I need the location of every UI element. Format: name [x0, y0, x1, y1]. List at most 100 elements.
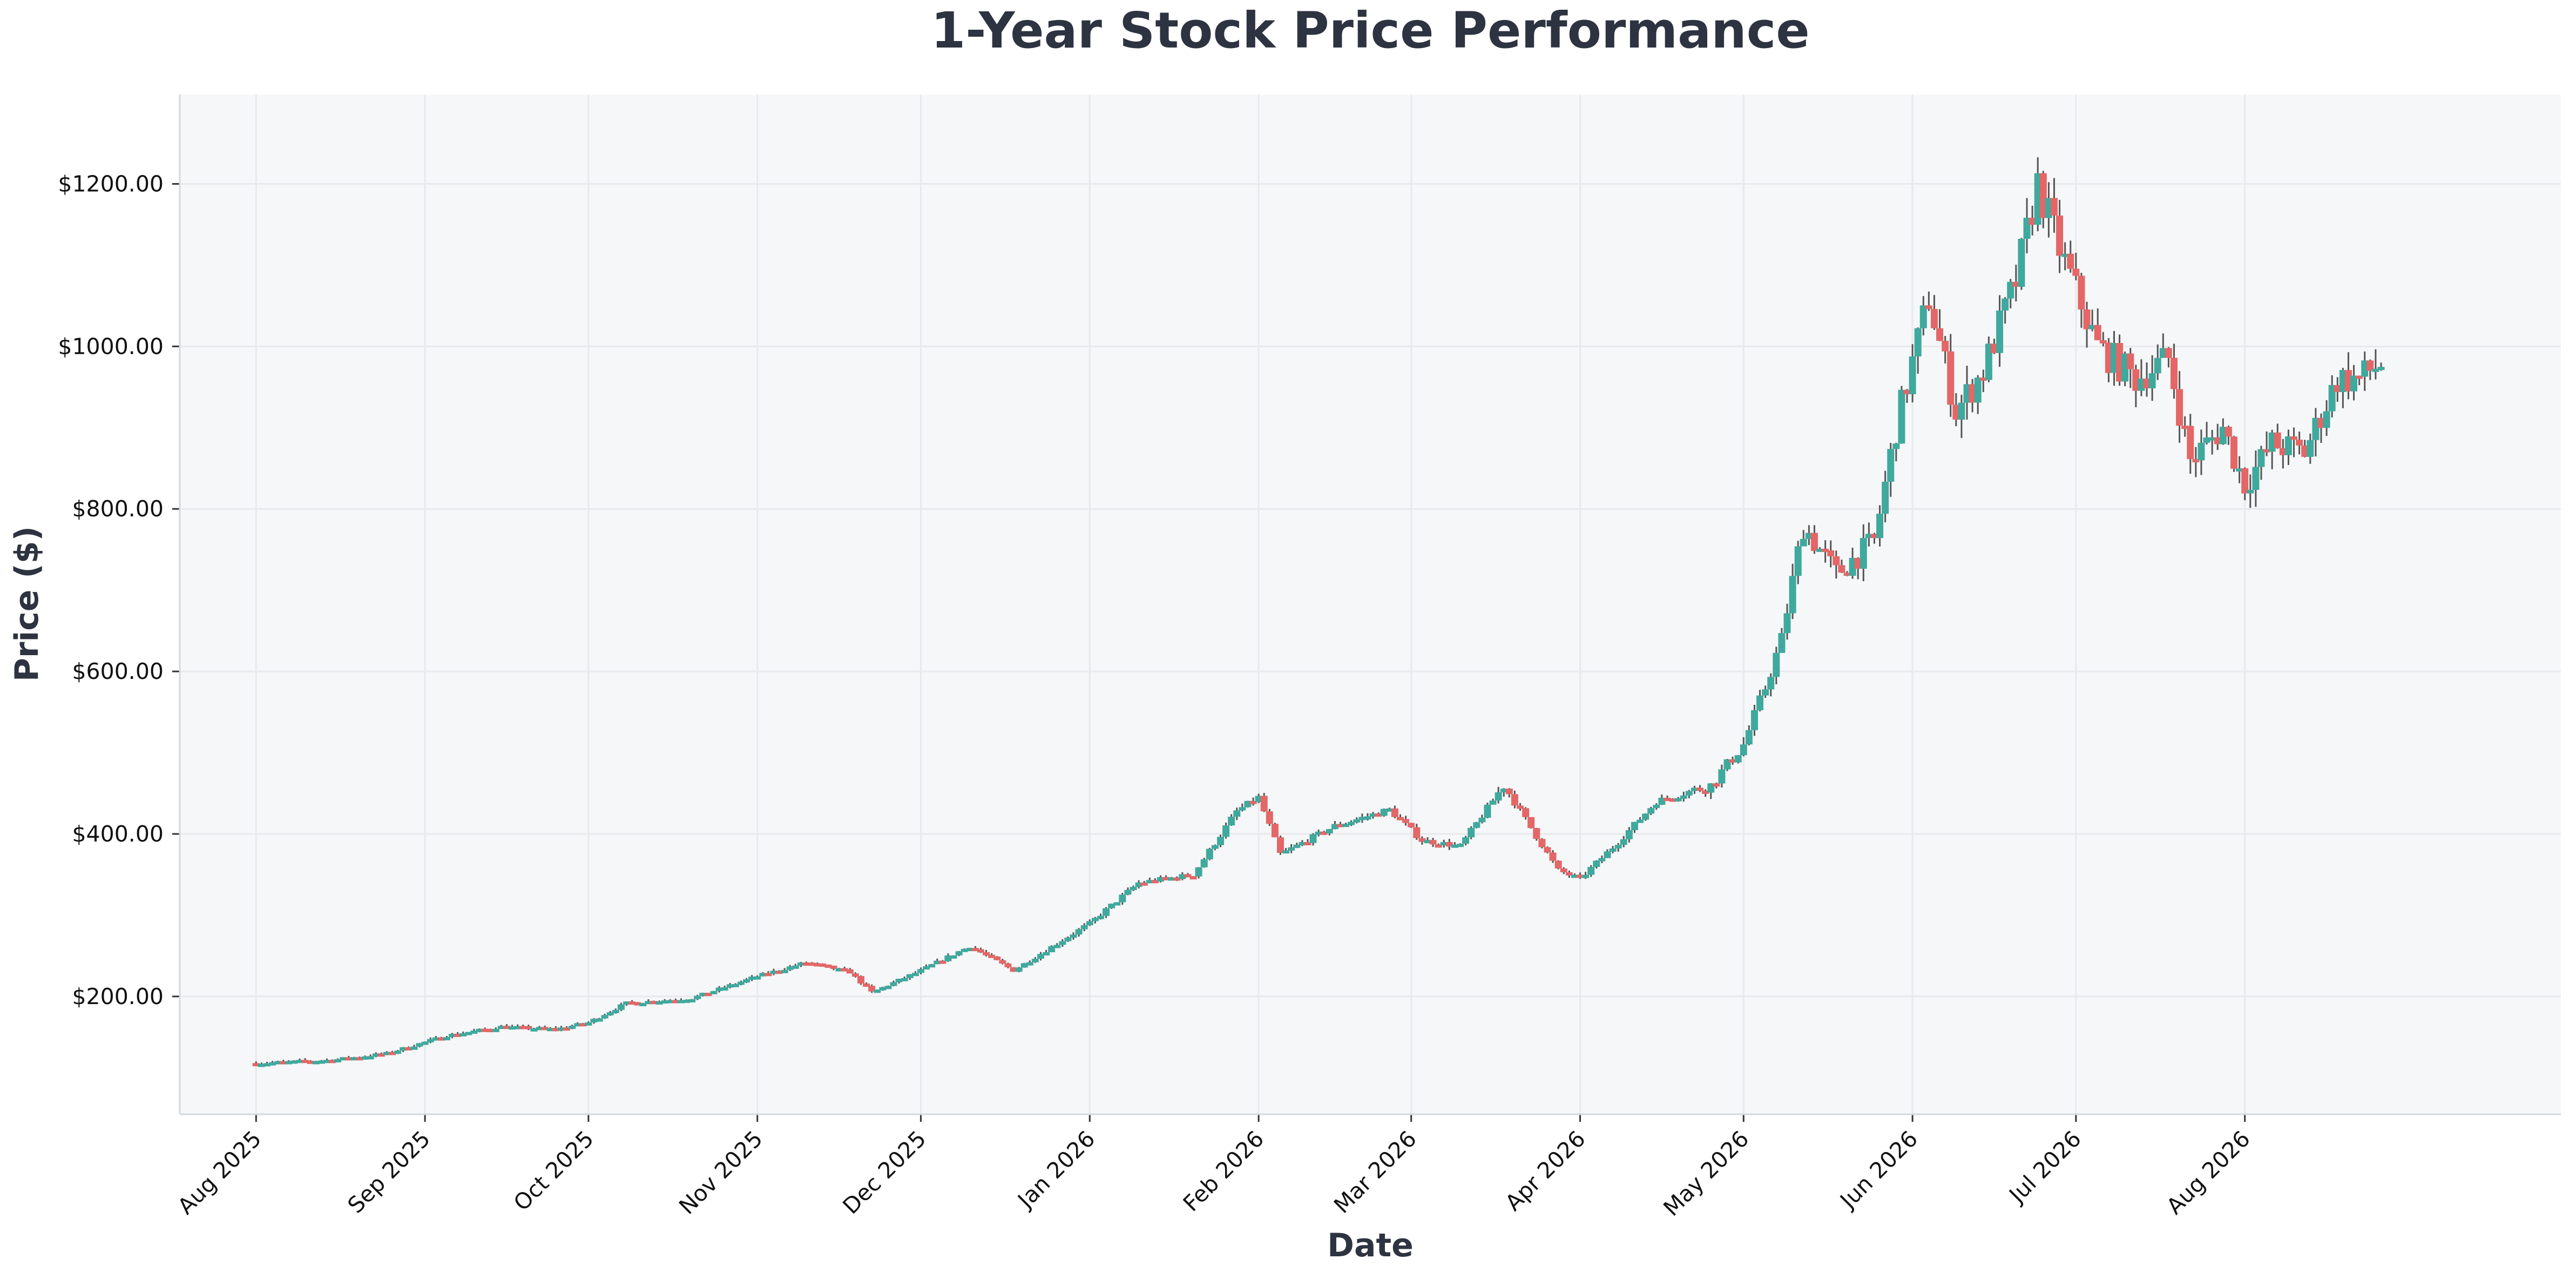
candle-body-up [585, 1022, 592, 1026]
candle-body-up [1364, 816, 1371, 820]
candle-body-down [2067, 253, 2074, 269]
candle-body-up [1108, 904, 1115, 908]
candle-body-up [645, 1001, 652, 1005]
y-tick-label: $1200.00 [58, 171, 164, 197]
candle-body-up [786, 966, 794, 970]
candle-body-down [2356, 375, 2363, 379]
candle-body-up [1783, 613, 1791, 634]
candle-body-up [1495, 792, 1502, 801]
x-tick-label: Jun 2026 [1834, 1126, 1923, 1214]
candle-body-down [2078, 275, 2085, 309]
candle-body-up [623, 1001, 631, 1005]
candle-body-up [1750, 710, 1758, 730]
candle-body-up [1037, 954, 1044, 959]
candle-body-up [334, 1059, 342, 1062]
chart-title: 1-Year Stock Price Performance [931, 2, 1809, 59]
x-tick-label: Dec 2025 [837, 1126, 931, 1219]
candle-body-down [563, 1027, 570, 1031]
candle-body-down [437, 1037, 445, 1041]
candle-body-down [1151, 880, 1159, 884]
candle-body-down [1276, 837, 1284, 853]
candle-body-down [819, 963, 827, 967]
candle-body-down [519, 1026, 527, 1029]
candle-body-down [345, 1057, 353, 1061]
candle-body-up [1604, 851, 1611, 858]
candle-body-up [317, 1060, 325, 1064]
candle-body-down [1429, 840, 1437, 845]
candle-body-up [1598, 858, 1606, 861]
candle-body-down [503, 1026, 510, 1029]
candle-body-down [1445, 842, 1453, 847]
candle-body-down [1418, 838, 1426, 842]
candle-body-down [1527, 817, 1535, 829]
candle-body-up [617, 1004, 625, 1010]
candle-body-up [890, 982, 897, 986]
candle-body-up [1299, 842, 1306, 846]
candle-body-up [1348, 822, 1355, 825]
candle-body-down [1925, 305, 1932, 309]
candle-body-up [1805, 533, 1813, 539]
candle-body-up [901, 978, 908, 981]
candle-body-down [486, 1029, 494, 1033]
candle-body-up [1031, 959, 1039, 962]
candle-body-up [1424, 840, 1431, 844]
candle-body-up [557, 1027, 565, 1031]
candle-body-down [1375, 813, 1382, 817]
candle-body-up [2121, 353, 2129, 382]
candle-body-up [612, 1009, 619, 1013]
candle-body-down [939, 960, 946, 964]
candle-body-down [857, 976, 864, 984]
candle-body-up [770, 971, 777, 974]
candle-body-down [2171, 358, 2178, 389]
candle-body-up [748, 977, 756, 980]
y-tick-label: $200.00 [72, 984, 164, 1009]
candle-body-up [955, 951, 963, 955]
candle-body-down [1260, 796, 1268, 812]
candle-body-down [1402, 819, 1410, 823]
candle-body-up [1919, 305, 1927, 328]
candle-body-up [2268, 432, 2276, 452]
candle-body-up [1718, 769, 1726, 784]
candle-body-up [2198, 442, 2205, 461]
x-tick-label: May 2026 [1658, 1126, 1754, 1221]
candle-body-up [1293, 844, 1301, 848]
candle-body-down [2056, 216, 2064, 256]
candle-body-up [1789, 576, 1796, 614]
candle-body-down [808, 962, 816, 966]
candle-body-up [2252, 467, 2260, 490]
candle-body-up [1130, 887, 1137, 891]
candle-body-down [672, 1000, 679, 1004]
candle-body-up [590, 1019, 598, 1022]
candle-body-up [1195, 867, 1202, 877]
y-tick-label: $1000.00 [58, 333, 164, 359]
candle-body-up [465, 1032, 472, 1035]
candle-body-up [2208, 437, 2216, 441]
candle-body-up [1680, 795, 1687, 799]
candle-body-down [2230, 436, 2238, 469]
candle-body-down [846, 969, 854, 974]
candle-body-up [1255, 796, 1262, 803]
x-tick-label: Aug 2025 [173, 1126, 267, 1220]
candle-body-up [258, 1063, 265, 1067]
candle-body-up [1909, 356, 1916, 394]
candle-body-up [2350, 375, 2358, 392]
candle-body-up [1849, 557, 1856, 576]
candle-body-up [2154, 358, 2161, 374]
candle-body-up [1582, 874, 1590, 878]
candle-body-up [1380, 809, 1388, 816]
candle-body-up [737, 981, 745, 985]
candle-body-up [2307, 440, 2314, 457]
candle-body-up [1097, 916, 1104, 919]
candle-body-down [2116, 342, 2124, 382]
candle-body-up [715, 987, 723, 991]
candle-body-up [1756, 695, 1764, 710]
candle-body-down [1990, 344, 1998, 353]
candle-body-down [1522, 808, 1530, 817]
candle-body-up [2002, 298, 2009, 311]
candle-body-up [1762, 689, 1769, 696]
candlestick-series [252, 157, 2385, 1067]
candle-body-down [650, 1001, 658, 1005]
candle-body-down [1969, 384, 1976, 403]
candle-body-up [1734, 755, 1742, 763]
candle-body-up [290, 1060, 298, 1064]
